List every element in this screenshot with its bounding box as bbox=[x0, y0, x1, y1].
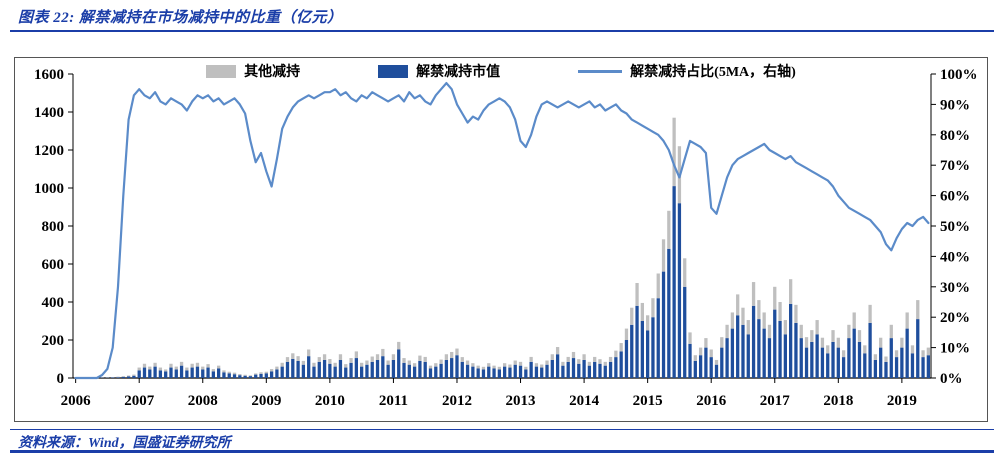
svg-text:2006: 2006 bbox=[61, 393, 92, 409]
svg-text:70%: 70% bbox=[940, 158, 970, 174]
svg-text:800: 800 bbox=[42, 219, 65, 235]
svg-text:40%: 40% bbox=[940, 249, 970, 265]
legend-item-ratio: 解禁减持占比(5MA，右轴) bbox=[578, 61, 796, 81]
legend-label-other: 其他减持 bbox=[244, 65, 301, 80]
svg-text:2018: 2018 bbox=[823, 393, 853, 409]
legend-item-unlock: 解禁减持市值 bbox=[378, 61, 500, 81]
svg-text:1600: 1600 bbox=[34, 67, 64, 83]
svg-text:100%: 100% bbox=[940, 67, 978, 83]
svg-text:600: 600 bbox=[42, 257, 65, 273]
svg-text:2010: 2010 bbox=[315, 393, 345, 409]
svg-text:50%: 50% bbox=[940, 219, 970, 235]
legend-label-ratio: 解禁减持占比(5MA，右轴) bbox=[630, 65, 796, 80]
svg-text:200: 200 bbox=[42, 333, 65, 349]
svg-text:2013: 2013 bbox=[506, 393, 536, 409]
svg-text:2017: 2017 bbox=[760, 393, 791, 409]
chart: 0 200 400 600 800 1000 1200 1400 1600 0% 10% 20% 30%… bbox=[14, 57, 988, 422]
svg-text:2012: 2012 bbox=[442, 393, 472, 409]
svg-text:2007: 2007 bbox=[124, 393, 155, 409]
legend-line-icon bbox=[578, 69, 623, 73]
legend-item-other: 其他减持 bbox=[206, 61, 300, 81]
svg-text:60%: 60% bbox=[940, 189, 970, 205]
legend-label-unlock: 解禁减持市值 bbox=[416, 65, 501, 80]
footer-divider-top bbox=[10, 429, 994, 430]
legend-swatch-other-icon bbox=[206, 64, 237, 78]
svg-text:2009: 2009 bbox=[251, 393, 281, 409]
svg-text:90%: 90% bbox=[940, 97, 970, 113]
svg-text:1000: 1000 bbox=[34, 181, 64, 197]
svg-text:1200: 1200 bbox=[34, 143, 64, 159]
title-divider bbox=[10, 30, 994, 32]
svg-text:20%: 20% bbox=[940, 310, 970, 326]
svg-text:0: 0 bbox=[57, 371, 65, 387]
svg-text:0%: 0% bbox=[940, 371, 963, 387]
figure-title: 图表 22: 解禁减持在市场减持中的比重（亿元） bbox=[18, 10, 343, 26]
svg-text:30%: 30% bbox=[940, 280, 970, 296]
svg-text:1400: 1400 bbox=[34, 105, 64, 121]
svg-text:2008: 2008 bbox=[188, 393, 218, 409]
legend-swatch-unlock-icon bbox=[378, 64, 409, 78]
chart-canvas: 0 200 400 600 800 1000 1200 1400 1600 0% 10% 20% 30%… bbox=[34, 67, 978, 409]
svg-text:2014: 2014 bbox=[569, 393, 600, 409]
svg-text:2016: 2016 bbox=[696, 393, 727, 409]
svg-text:10%: 10% bbox=[940, 341, 970, 357]
footer-divider-bottom bbox=[10, 450, 994, 453]
svg-text:2011: 2011 bbox=[379, 393, 408, 409]
source-note: 资料来源：Wind，国盛证券研究所 bbox=[18, 436, 231, 451]
svg-text:2015: 2015 bbox=[633, 393, 663, 409]
chart-legend: 其他减持 解禁减持市值 解禁减持占比(5MA，右轴) bbox=[15, 61, 987, 81]
svg-text:80%: 80% bbox=[940, 128, 970, 144]
svg-text:400: 400 bbox=[42, 295, 65, 311]
svg-text:2019: 2019 bbox=[887, 393, 917, 409]
